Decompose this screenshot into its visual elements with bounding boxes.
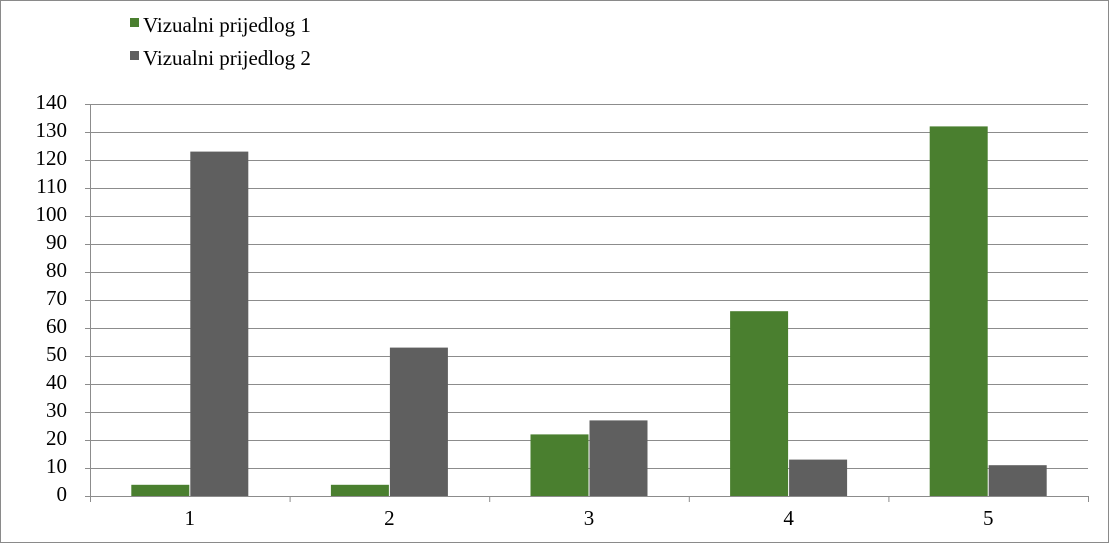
bar-series-2-category-4 [789, 459, 848, 496]
legend-label-2: Vizualni prijedlog 2 [143, 46, 311, 70]
bar-series-1-category-5 [929, 126, 988, 497]
y-tick-label-100: 100 [36, 202, 68, 226]
legend-swatch-2 [130, 51, 139, 60]
bar-series-1-category-1 [131, 484, 190, 496]
y-tick-label-140: 140 [36, 90, 68, 114]
bar-series-1-category-3 [530, 434, 589, 496]
x-tick-label-2: 2 [384, 506, 395, 530]
x-axis-tick-labels: 1 2 3 4 5 [185, 506, 994, 530]
y-tick-label-120: 120 [36, 146, 68, 170]
y-tick-label-70: 70 [46, 286, 67, 310]
bar-series-2-category-5 [988, 465, 1047, 496]
y-tick-label-40: 40 [46, 370, 67, 394]
y-tick-label-130: 130 [36, 118, 68, 142]
gridlines [90, 104, 1088, 469]
x-tick-label-3: 3 [584, 506, 595, 530]
y-tick-label-80: 80 [46, 258, 67, 282]
x-tick-label-5: 5 [983, 506, 994, 530]
legend-swatch-1 [130, 18, 139, 27]
bar-series-2-category-3 [589, 420, 648, 496]
y-tick-label-90: 90 [46, 230, 67, 254]
axes [85, 104, 1089, 502]
bars [131, 126, 1047, 497]
y-tick-label-10: 10 [46, 454, 67, 478]
bar-series-1-category-4 [730, 311, 789, 496]
y-tick-label-50: 50 [46, 342, 67, 366]
bar-series-2-category-2 [389, 347, 448, 496]
y-tick-label-30: 30 [46, 398, 67, 422]
y-tick-label-0: 0 [57, 482, 68, 506]
legend: Vizualni prijedlog 1 Vizualni prijedlog 2 [130, 13, 311, 70]
bar-series-1-category-2 [330, 484, 389, 496]
y-axis-tick-labels: 0 10 20 30 40 50 60 70 80 90 100 110 120 130 140 [36, 90, 68, 506]
bar-series-2-category-1 [190, 151, 249, 496]
legend-label-1: Vizualni prijedlog 1 [143, 13, 311, 37]
y-tick-label-20: 20 [46, 426, 67, 450]
x-tick-label-4: 4 [783, 506, 794, 530]
y-tick-label-110: 110 [36, 174, 67, 198]
x-tick-label-1: 1 [185, 506, 196, 530]
y-tick-label-60: 60 [46, 314, 67, 338]
